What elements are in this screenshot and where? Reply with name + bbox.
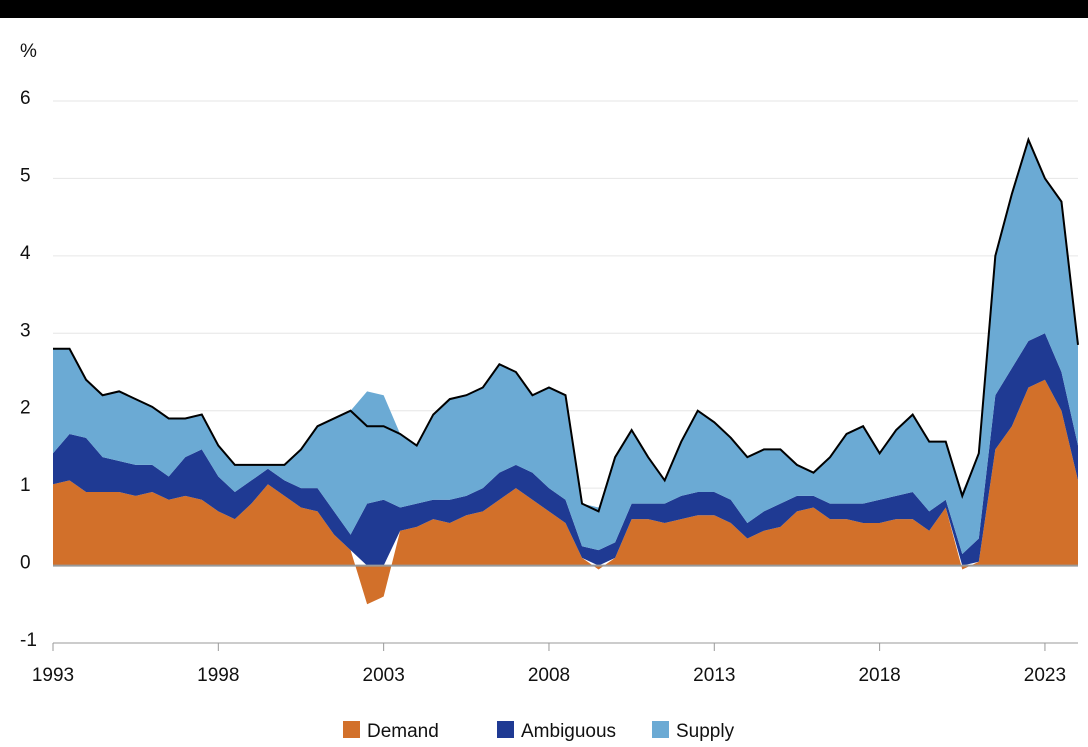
- y-tick-label: 6: [20, 88, 31, 109]
- area: [53, 333, 1078, 566]
- y-axis-label: %: [20, 41, 37, 62]
- y-tick-label: 1: [20, 475, 31, 496]
- x-tick-label: 1998: [197, 665, 239, 686]
- y-tick-label: 0: [20, 553, 31, 574]
- x-tick-label: 2008: [528, 665, 570, 686]
- y-tick-label: -1: [20, 630, 37, 651]
- area: [53, 139, 1078, 554]
- y-tick-label: 5: [20, 165, 31, 186]
- legend-label: Ambiguous: [521, 721, 616, 742]
- x-tick-label: 1993: [32, 665, 74, 686]
- legend-swatch: [652, 721, 669, 738]
- x-tick-label: 2023: [1024, 665, 1066, 686]
- x-tick-label: 2003: [363, 665, 405, 686]
- y-tick-label: 3: [20, 320, 31, 341]
- y-tick-label: 4: [20, 243, 31, 264]
- area: [53, 379, 1078, 605]
- legend-label: Demand: [367, 721, 439, 742]
- legend-swatch: [343, 721, 360, 738]
- top-bar: [0, 0, 1088, 18]
- x-tick-label: 2018: [858, 665, 900, 686]
- x-tick-label: 2013: [693, 665, 735, 686]
- legend-label: Supply: [676, 721, 735, 742]
- legend-swatch: [497, 721, 514, 738]
- y-tick-label: 2: [20, 398, 31, 419]
- total-line: [53, 136, 1079, 513]
